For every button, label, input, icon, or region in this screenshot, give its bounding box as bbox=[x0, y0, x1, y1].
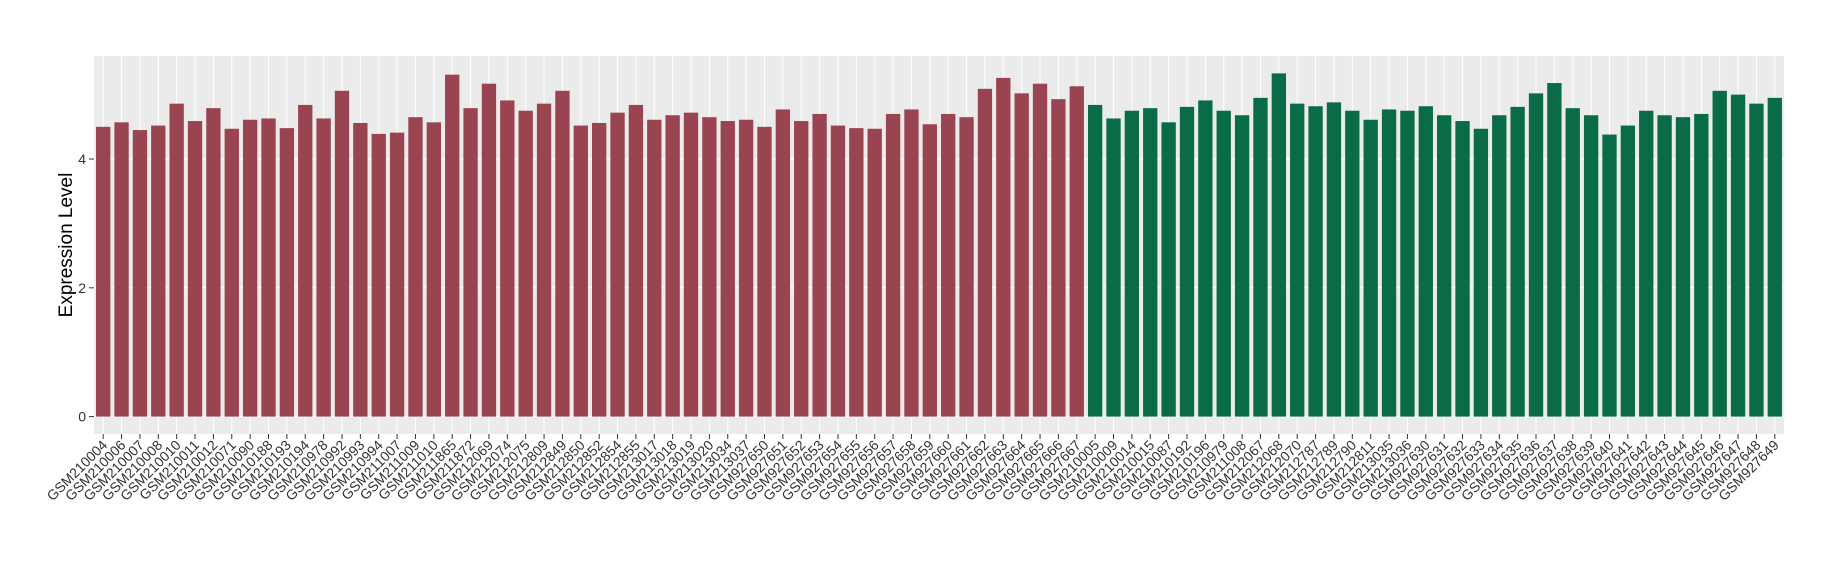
bar bbox=[1694, 113, 1709, 417]
bar bbox=[1418, 106, 1433, 417]
bar bbox=[1492, 115, 1507, 417]
bar bbox=[665, 115, 680, 417]
bar bbox=[500, 100, 515, 417]
bar bbox=[151, 125, 166, 417]
bar bbox=[353, 122, 368, 417]
y-tick-label: 2 bbox=[78, 280, 86, 296]
bar bbox=[206, 108, 221, 417]
bar bbox=[794, 121, 809, 417]
bar bbox=[316, 118, 331, 417]
bar bbox=[132, 130, 148, 417]
bar bbox=[1290, 103, 1305, 417]
bar bbox=[389, 132, 405, 417]
bar bbox=[757, 126, 772, 417]
bar bbox=[1565, 108, 1580, 417]
bar bbox=[1326, 102, 1342, 417]
bar bbox=[114, 122, 129, 417]
bar bbox=[812, 113, 827, 417]
bar bbox=[1069, 86, 1084, 417]
bar bbox=[187, 121, 203, 417]
bar bbox=[1730, 94, 1746, 417]
bar bbox=[298, 104, 313, 417]
bar bbox=[555, 90, 570, 417]
bar bbox=[1124, 110, 1140, 417]
bar bbox=[849, 128, 864, 417]
bar bbox=[279, 128, 295, 417]
bar bbox=[1675, 117, 1691, 417]
bar bbox=[867, 128, 882, 417]
bar bbox=[1216, 110, 1231, 417]
bar bbox=[702, 117, 717, 417]
bar bbox=[977, 88, 993, 417]
bar bbox=[1234, 115, 1250, 417]
bar bbox=[1583, 115, 1599, 417]
bar bbox=[169, 103, 184, 417]
bar bbox=[1547, 83, 1562, 417]
bar bbox=[1179, 106, 1195, 417]
bar bbox=[922, 124, 937, 417]
bar bbox=[1381, 109, 1397, 417]
bar bbox=[1436, 115, 1452, 417]
bar bbox=[96, 126, 111, 417]
bar bbox=[334, 90, 350, 417]
y-tick-label: 4 bbox=[78, 151, 86, 167]
bar bbox=[738, 119, 754, 417]
y-axis-label: Expression Level bbox=[56, 173, 77, 318]
bar bbox=[242, 119, 258, 417]
bar bbox=[628, 104, 644, 417]
bar bbox=[904, 109, 919, 417]
bar bbox=[573, 125, 588, 417]
bar bbox=[1602, 134, 1617, 417]
bar bbox=[371, 133, 386, 417]
bar bbox=[1345, 110, 1360, 417]
bar bbox=[775, 109, 791, 417]
bar bbox=[1051, 99, 1066, 417]
bar bbox=[1712, 90, 1727, 417]
bar bbox=[647, 119, 662, 417]
bar bbox=[720, 121, 735, 417]
bar bbox=[536, 103, 552, 417]
bar bbox=[1749, 103, 1764, 417]
bar bbox=[1161, 122, 1176, 417]
bar bbox=[1198, 100, 1213, 417]
bar bbox=[1639, 110, 1654, 417]
bar bbox=[1271, 73, 1287, 417]
bar bbox=[1106, 118, 1121, 417]
bar bbox=[1308, 106, 1323, 417]
bar bbox=[1767, 97, 1782, 417]
bar bbox=[224, 128, 239, 417]
bar bbox=[408, 117, 423, 417]
bar bbox=[1473, 128, 1489, 417]
bar bbox=[1510, 106, 1525, 417]
bar bbox=[1455, 121, 1470, 417]
bar bbox=[941, 113, 956, 417]
bar bbox=[610, 112, 625, 417]
bar bbox=[261, 118, 276, 417]
bar bbox=[1014, 93, 1029, 417]
bar bbox=[1032, 83, 1048, 417]
y-tick-label: 0 bbox=[78, 409, 86, 425]
bar bbox=[591, 122, 607, 417]
bar bbox=[959, 117, 974, 417]
bar bbox=[445, 74, 460, 417]
bar bbox=[463, 108, 478, 417]
bar bbox=[426, 122, 442, 417]
bar bbox=[996, 77, 1011, 417]
bar bbox=[1143, 108, 1158, 417]
bar bbox=[1528, 93, 1544, 417]
bar bbox=[1620, 125, 1636, 417]
bar bbox=[885, 113, 901, 417]
bar bbox=[1657, 115, 1672, 417]
bar bbox=[1087, 104, 1103, 417]
bar bbox=[518, 110, 533, 417]
bar bbox=[1253, 97, 1268, 417]
bar bbox=[481, 83, 497, 417]
bar bbox=[1363, 119, 1378, 417]
bar bbox=[1400, 110, 1415, 417]
bar bbox=[683, 112, 699, 417]
bar bbox=[830, 125, 846, 417]
